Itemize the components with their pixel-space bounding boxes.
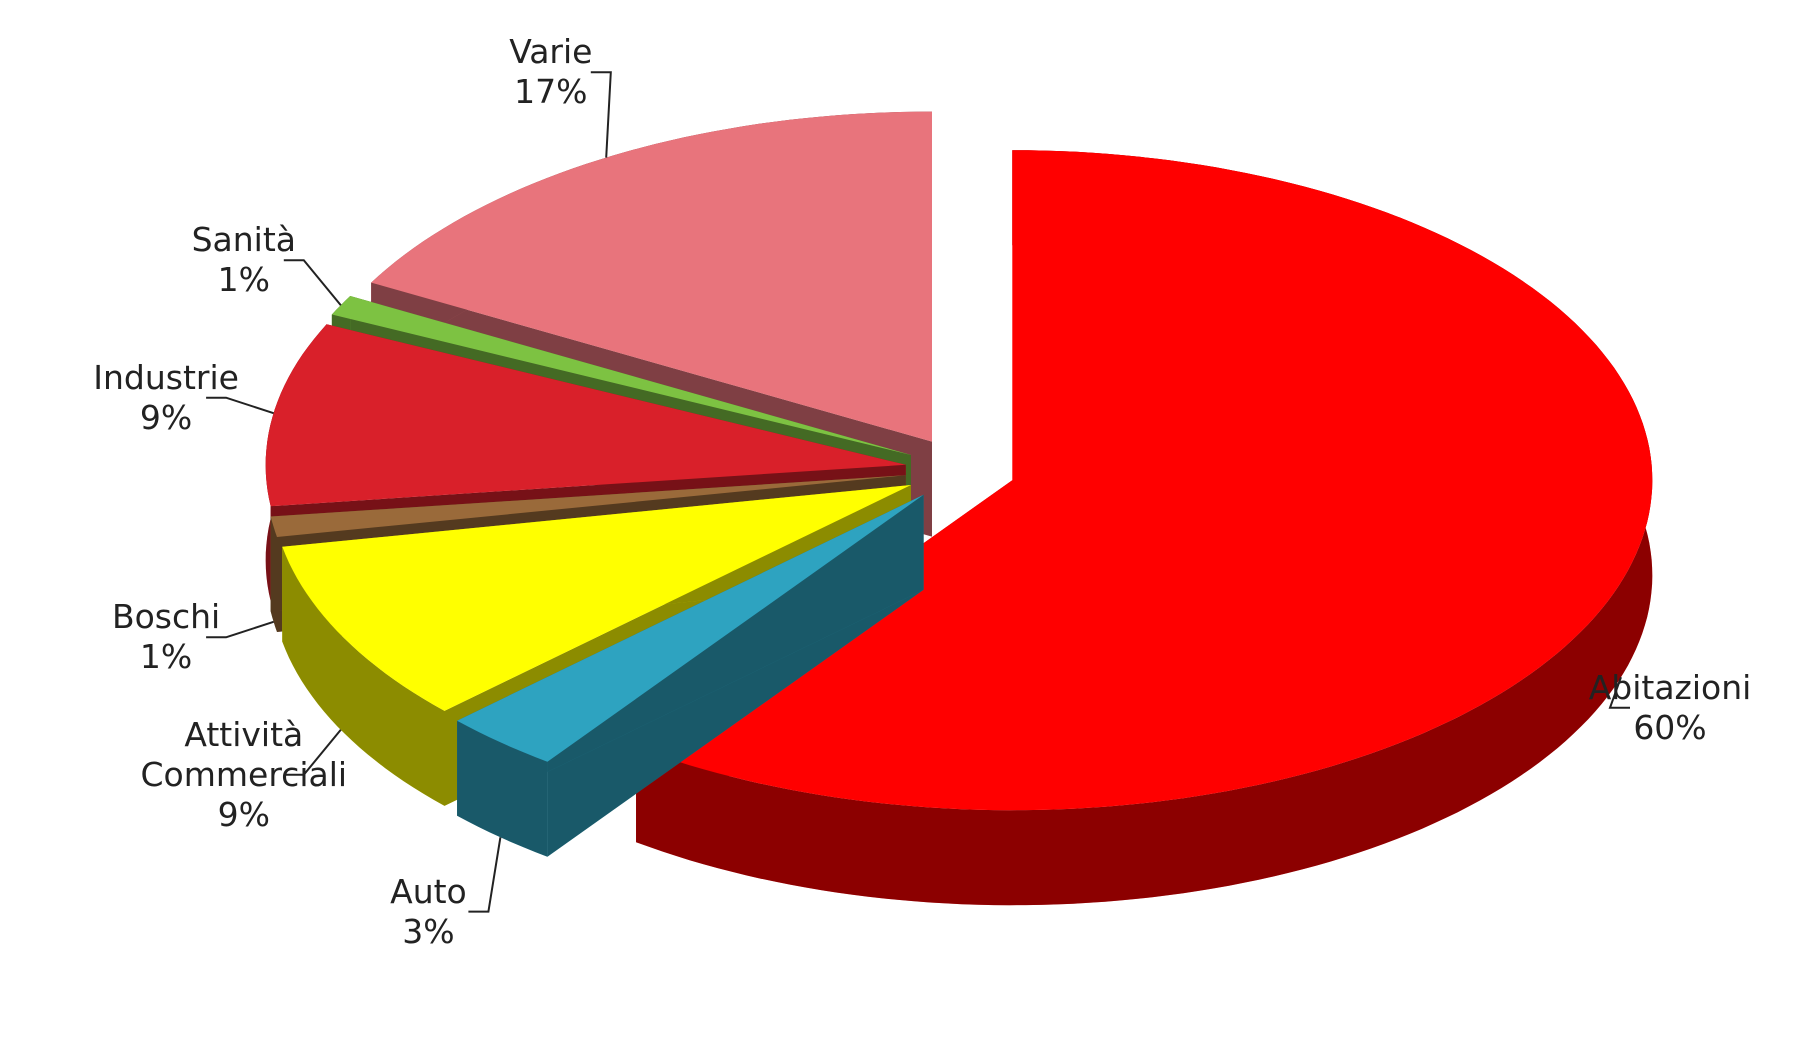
category-label: Auto (390, 871, 467, 911)
category-label: Abitazioni (1588, 667, 1752, 707)
value-label: 3% (402, 911, 455, 951)
value-label: 9% (139, 397, 193, 437)
leader-line (590, 71, 612, 158)
slice-label: Varie 17% (509, 32, 592, 112)
slice-label: Auto 3% (390, 872, 467, 952)
leader-line (206, 620, 274, 639)
slice (636, 150, 1653, 811)
slice-label: Attività Commerciali 9% (129, 715, 359, 835)
slice-side (282, 546, 445, 806)
slice-label: Industrie 9% (93, 358, 239, 438)
leader-line (468, 837, 502, 913)
leader-line (206, 396, 274, 415)
slice-side-shade (457, 720, 548, 857)
category-label: Boschi (111, 597, 221, 637)
slice-label: Abitazioni 60% (1589, 668, 1752, 748)
slice (265, 324, 906, 507)
slice-side (636, 150, 1653, 906)
category-label: Industrie (93, 357, 239, 397)
value-label: 9% (217, 794, 270, 834)
leader-line (1608, 676, 1630, 709)
slice (270, 475, 906, 537)
slice (457, 494, 924, 762)
slice-side (457, 720, 548, 857)
category-label: Sanità (191, 220, 297, 260)
value-label: 17% (514, 72, 588, 112)
slice (331, 296, 911, 455)
category-label: Varie (509, 32, 593, 72)
leader-line (283, 729, 342, 776)
slice-side-shade (636, 150, 1653, 906)
value-label: 1% (139, 637, 193, 677)
leader-line (283, 259, 342, 306)
slice (371, 111, 932, 442)
slice (282, 485, 911, 711)
slice-label: Sanità 1% (192, 220, 296, 300)
slice-label: Boschi 1% (112, 597, 220, 677)
category-label: Attività Commerciali (140, 714, 348, 794)
slice-side-shade (282, 546, 445, 806)
slice-side (270, 516, 277, 632)
value-label: 60% (1633, 707, 1707, 747)
value-label: 1% (217, 260, 270, 300)
slice-side-shade (270, 516, 277, 632)
